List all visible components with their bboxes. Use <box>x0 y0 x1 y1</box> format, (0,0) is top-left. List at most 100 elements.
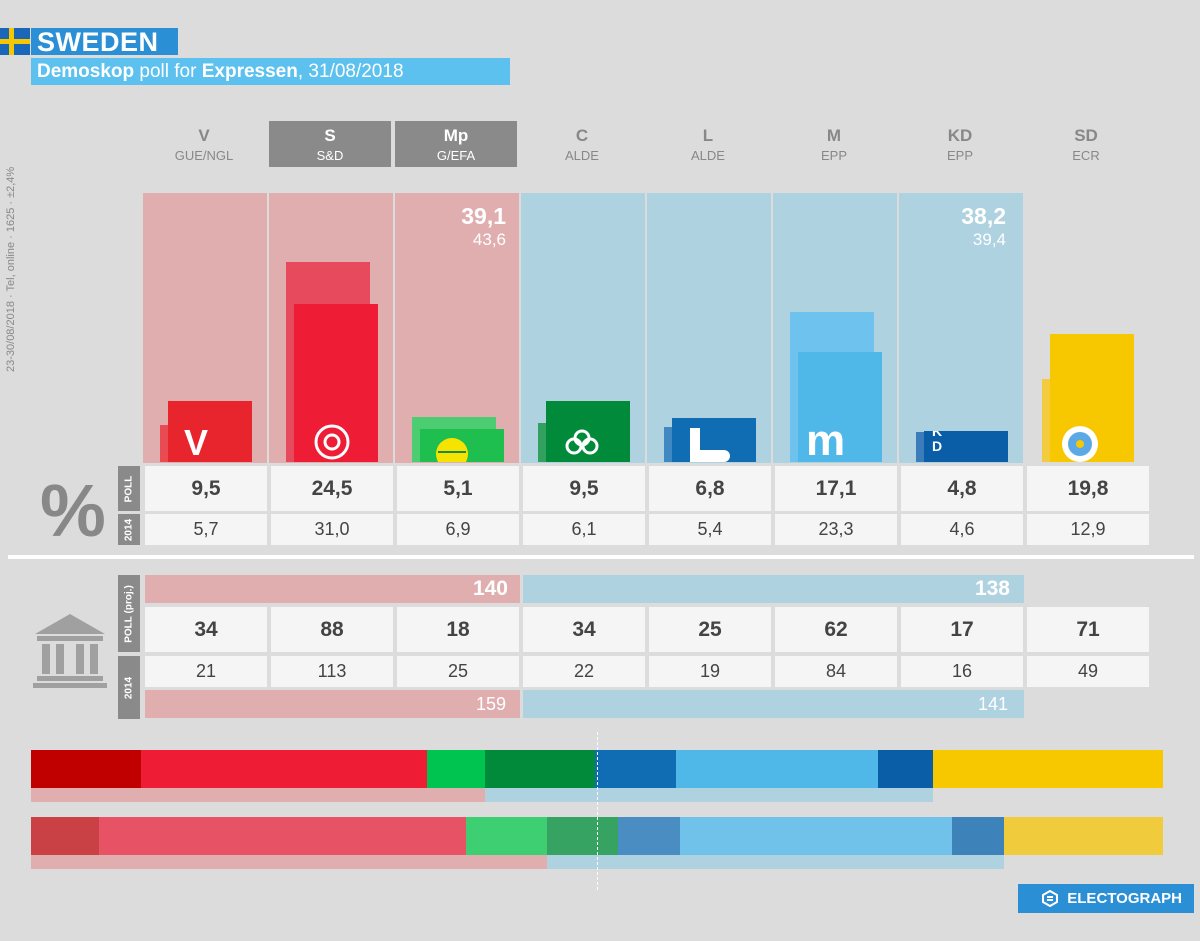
poll-proj-row-label: POLL (proj.) <box>118 575 140 652</box>
prev-value-kd: 4,6 <box>901 514 1023 545</box>
percent-symbol: % <box>40 469 106 552</box>
poll-method-note: 23-30/08/2018 · Tel, online · 1625 · ±2,… <box>5 166 17 372</box>
seats-2014-v: 21 <box>145 656 267 687</box>
right-bloc-seats: 138 <box>974 577 1010 600</box>
seats-proj-v: 34 <box>145 607 267 652</box>
seat-segment-v <box>31 750 142 788</box>
party-group: EPP <box>946 148 973 163</box>
party-group: ALDE <box>565 148 599 163</box>
seat-segment-l <box>618 817 680 855</box>
poll-value-kd: 4,8 <box>901 466 1023 511</box>
party-abbr: KD <box>947 126 973 145</box>
seats-2014-kd: 16 <box>901 656 1023 687</box>
party-logo-icon-sd <box>1058 424 1126 462</box>
seat-segment-mp <box>465 817 547 855</box>
party-group: EPP <box>820 148 847 163</box>
seat-segment-s <box>141 750 427 788</box>
party-logo-icon-kd: KD <box>932 431 943 454</box>
poll-date: , 31/08/2018 <box>297 61 404 82</box>
prev-value-m: 23,3 <box>775 514 897 545</box>
party-group: S&D <box>316 148 344 163</box>
left-bloc-strip <box>31 788 486 802</box>
prev-value-sd: 12,9 <box>1027 514 1149 545</box>
electograph-logo-icon <box>1042 890 1058 907</box>
party-logo-icon-v: V <box>183 421 208 462</box>
party-logo-icon-m: m <box>806 415 846 462</box>
party-logo-icon-l <box>680 424 748 462</box>
party-abbr: S <box>324 126 336 145</box>
seat-segment-c <box>546 817 619 855</box>
prev-value-c: 6,1 <box>523 514 645 545</box>
left-bloc-strip <box>31 855 547 869</box>
poll-value-v: 9,5 <box>145 466 267 511</box>
party-abbr: M <box>826 126 842 145</box>
right-bloc-seats14-bar <box>523 690 1024 718</box>
section-divider <box>8 555 1194 559</box>
poll-value-s: 24,5 <box>271 466 393 511</box>
bar-poll-m: m <box>798 351 882 462</box>
seats-2014-c: 22 <box>523 656 645 687</box>
party-group: ECR <box>1072 148 1100 163</box>
poll-subtitle: Demoskop poll for Expressen, 31/08/2018 <box>31 58 510 85</box>
seat-segment-l <box>595 750 677 788</box>
party-header-s: S S&D <box>269 121 391 167</box>
seat-segment-m <box>679 817 953 855</box>
seat-segment-s <box>99 817 466 855</box>
party-header-sd: SD ECR <box>1025 121 1147 167</box>
poll-for-text: poll for <box>139 61 197 82</box>
seats-proj-s: 88 <box>271 607 393 652</box>
seat-segment-kd <box>952 817 1005 855</box>
parliament-icon <box>33 614 107 688</box>
bar-poll-sd <box>1050 334 1134 462</box>
bar-poll-v: V <box>168 400 252 462</box>
seat-segment-m <box>676 750 878 788</box>
party-header-kd: KD EPP <box>899 121 1021 167</box>
poll-row-label: POLL <box>118 466 140 511</box>
seats-2014-s: 113 <box>271 656 393 687</box>
poll-value-sd: 19,8 <box>1027 466 1149 511</box>
right-bloc-strip <box>485 788 933 802</box>
right-bloc-strip <box>546 855 1005 869</box>
bar-poll-kd: KD <box>924 431 1008 462</box>
party-header-c: C ALDE <box>521 121 643 167</box>
party-logo-icon-s <box>302 424 370 462</box>
party-logo-icon-mp <box>428 429 496 462</box>
party-header-m: M EPP <box>773 121 895 167</box>
seats-2014-mp: 25 <box>397 656 519 687</box>
bar-poll-s <box>294 303 378 462</box>
seat-segment-kd <box>877 750 933 788</box>
party-logo-icon-c <box>554 424 622 462</box>
left-bloc-percent: 39,1 43,6 <box>461 203 506 249</box>
bar-poll-mp <box>420 429 504 462</box>
seats-2014-m: 84 <box>775 656 897 687</box>
bar-poll-l <box>672 418 756 462</box>
left-bloc-seats-bar <box>145 575 520 603</box>
poll-value-c: 9,5 <box>523 466 645 511</box>
party-header-v: V GUE/NGL <box>143 121 265 167</box>
party-abbr: C <box>575 126 589 145</box>
poll-value-mp: 5,1 <box>397 466 519 511</box>
seats-proj-l: 25 <box>649 607 771 652</box>
poll-value-m: 17,1 <box>775 466 897 511</box>
right-bloc-seats-bar <box>523 575 1024 603</box>
prev-value-s: 31,0 <box>271 514 393 545</box>
right-bloc-seats-2014: 141 <box>977 694 1008 714</box>
seats-proj-mp: 18 <box>397 607 519 652</box>
seats-proj-c: 34 <box>523 607 645 652</box>
bloc-background <box>647 193 771 463</box>
seat-segment-sd <box>932 750 1163 788</box>
majority-line <box>597 732 598 890</box>
brand-label: ELECTOGRAPH <box>1067 890 1182 907</box>
seat-segment-mp <box>426 750 486 788</box>
left-bloc-seats-2014: 159 <box>475 694 506 714</box>
electograph-brand: ELECTOGRAPH <box>1018 884 1194 913</box>
party-abbr: L <box>702 126 714 145</box>
pollster-name: Demoskop <box>37 61 135 82</box>
seats-proj-m: 62 <box>775 607 897 652</box>
party-abbr: V <box>198 126 210 145</box>
seat-segment-v <box>31 817 100 855</box>
country-title: SWEDEN <box>31 28 178 56</box>
party-group: GUE/NGL <box>174 148 234 163</box>
seats-proj-kd: 17 <box>901 607 1023 652</box>
party-group: ALDE <box>691 148 725 163</box>
